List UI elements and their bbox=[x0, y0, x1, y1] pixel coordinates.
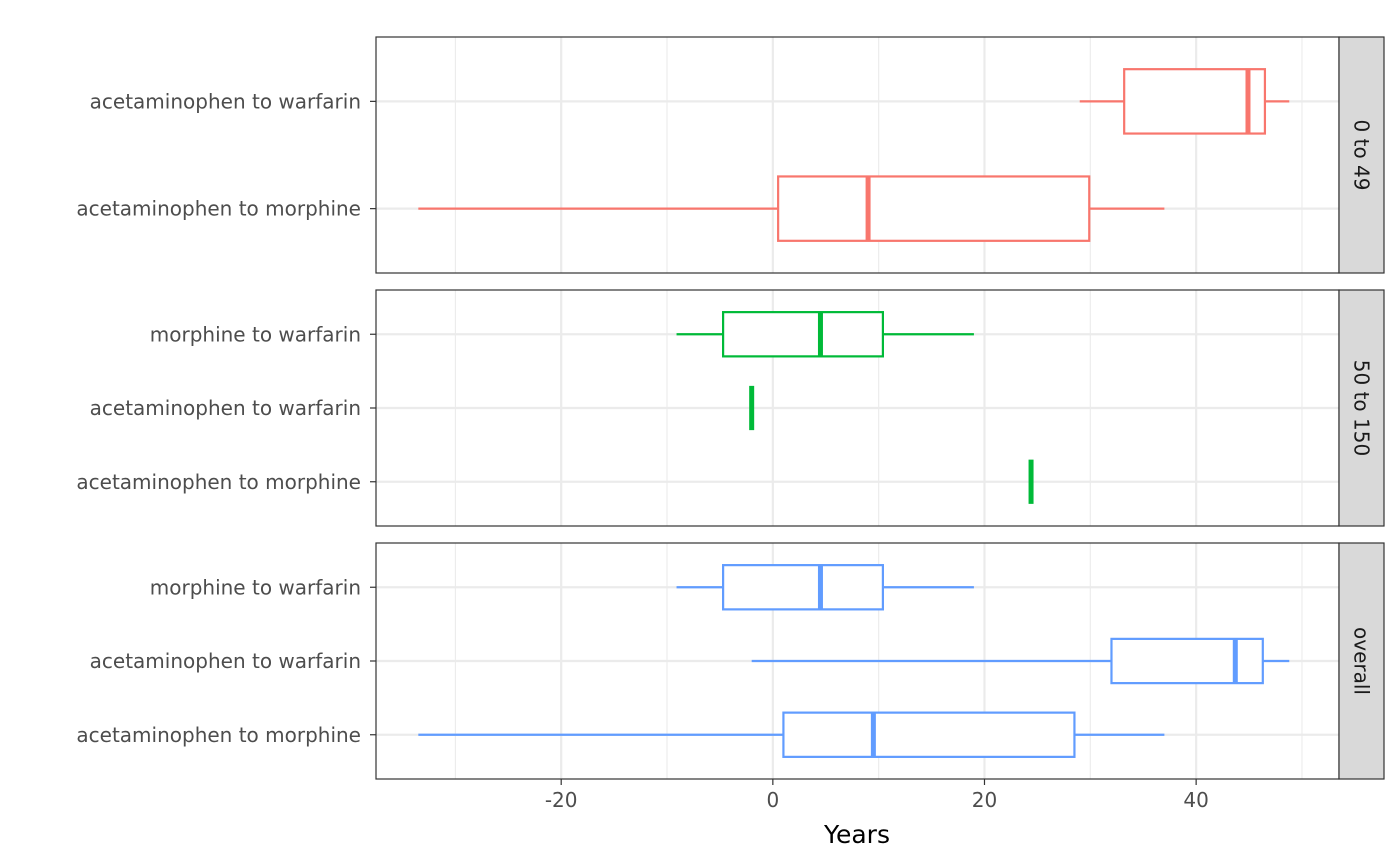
box-morphine-to-warfarin bbox=[676, 311, 974, 358]
box-acetaminophen-to-warfarin bbox=[1079, 68, 1290, 135]
facet-strip bbox=[1338, 289, 1385, 527]
y-tick-label: acetaminophen to morphine bbox=[76, 470, 361, 494]
facet-strip-label: 50 to 150 bbox=[1350, 360, 1374, 456]
box-morphine-to-warfarin bbox=[676, 564, 974, 611]
box-acetaminophen-to-morphine bbox=[418, 711, 1165, 758]
box-iqr bbox=[722, 311, 884, 358]
facet-strip bbox=[1338, 542, 1385, 780]
facet-panel: 0 to 49 acetaminophen to morphine acetamin… bbox=[76, 36, 1385, 274]
x-tick-label: 20 bbox=[972, 788, 997, 812]
y-tick-label: acetaminophen to warfarin bbox=[90, 649, 361, 673]
box-acetaminophen-to-morphine bbox=[418, 175, 1165, 242]
box-acetaminophen-to-warfarin bbox=[751, 637, 1290, 685]
y-tick-label: acetaminophen to morphine bbox=[76, 197, 361, 221]
x-tick-label: -20 bbox=[545, 788, 578, 812]
y-tick-label: acetaminophen to warfarin bbox=[90, 89, 361, 113]
facet-strip bbox=[1338, 36, 1385, 274]
box-iqr bbox=[1110, 637, 1264, 685]
box-iqr bbox=[722, 564, 884, 611]
y-tick-label: acetaminophen to morphine bbox=[76, 723, 361, 747]
box-iqr bbox=[782, 711, 1076, 758]
y-tick-label: morphine to warfarin bbox=[150, 322, 361, 346]
y-tick-label: morphine to warfarin bbox=[150, 575, 361, 599]
x-tick-label: 40 bbox=[1183, 788, 1208, 812]
facet-strip-label: 0 to 49 bbox=[1350, 120, 1374, 191]
x-tick-label: 0 bbox=[766, 788, 779, 812]
facet-panel: 50 to 150 acetaminophen to morphine acetam… bbox=[76, 289, 1385, 527]
box-iqr bbox=[777, 175, 1091, 242]
x-axis-title: Years bbox=[823, 820, 890, 849]
x-axis: -20 0 20 40 bbox=[545, 779, 1209, 812]
facet-panels: 0 to 49 acetaminophen to morphine acetamin… bbox=[76, 36, 1385, 780]
facet-panel: overall acetaminophen to morphine acetamin… bbox=[76, 542, 1385, 780]
facet-strip-label: overall bbox=[1350, 627, 1374, 695]
y-tick-label: acetaminophen to warfarin bbox=[90, 396, 361, 420]
box-iqr bbox=[1123, 68, 1267, 135]
